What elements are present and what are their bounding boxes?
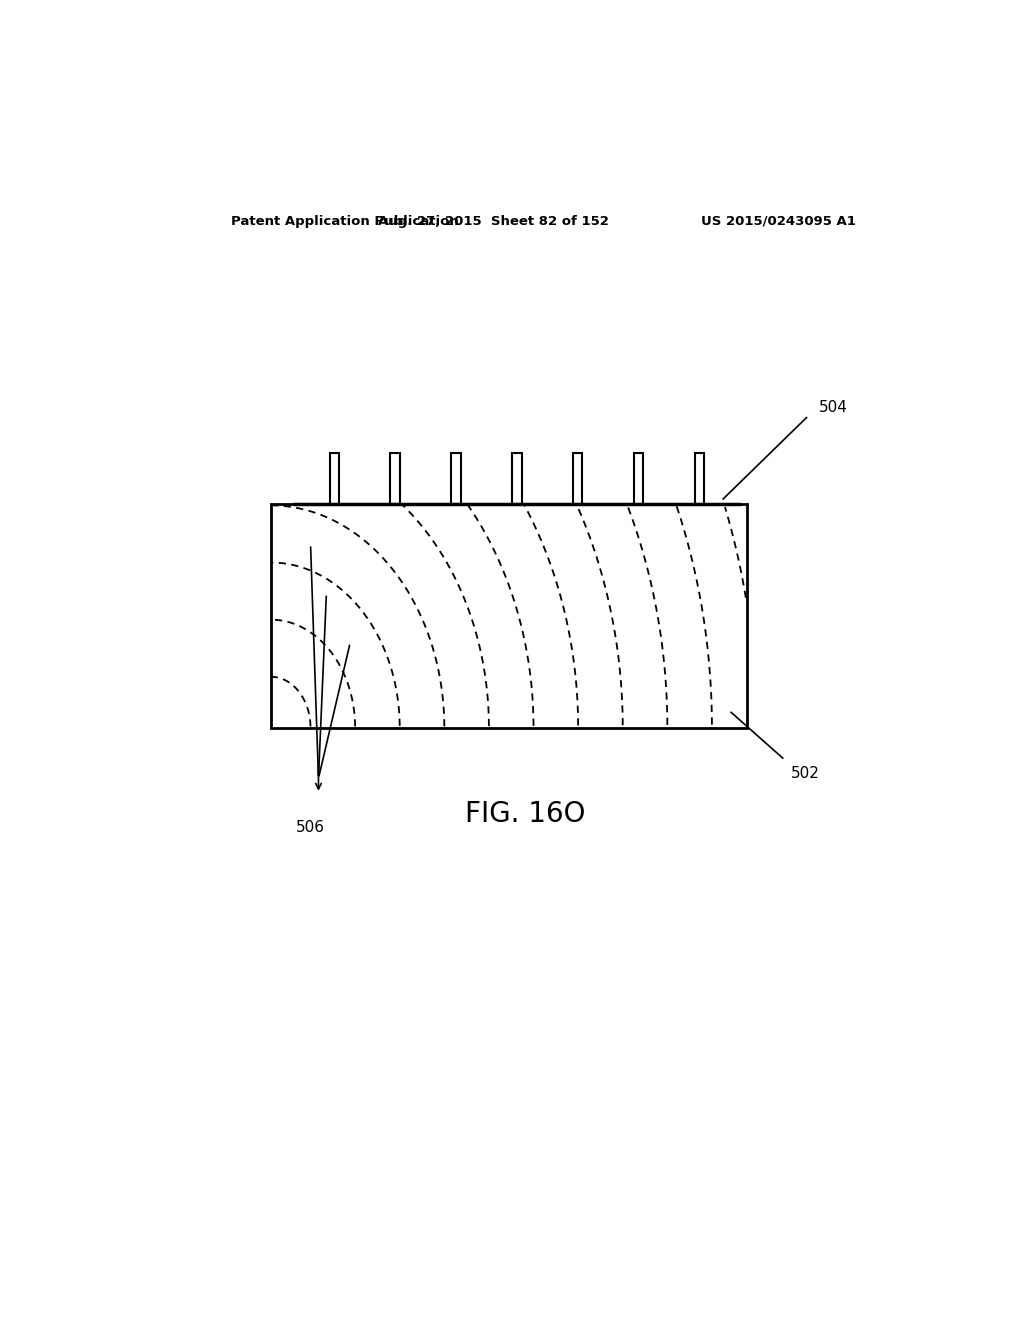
Bar [452,453,461,504]
Text: FIG. 16O: FIG. 16O [465,800,585,828]
Text: Patent Application Publication: Patent Application Publication [231,215,459,228]
Text: 502: 502 [791,766,819,781]
Bar [634,453,643,504]
Bar [330,453,339,504]
Bar [390,453,400,504]
Bar [270,504,748,727]
Text: Aug. 27, 2015  Sheet 82 of 152: Aug. 27, 2015 Sheet 82 of 152 [378,215,608,228]
Text: 506: 506 [296,820,325,834]
Bar [512,453,521,504]
Bar [573,453,583,504]
Text: US 2015/0243095 A1: US 2015/0243095 A1 [701,215,856,228]
Text: 504: 504 [818,400,847,414]
Bar [694,453,705,504]
